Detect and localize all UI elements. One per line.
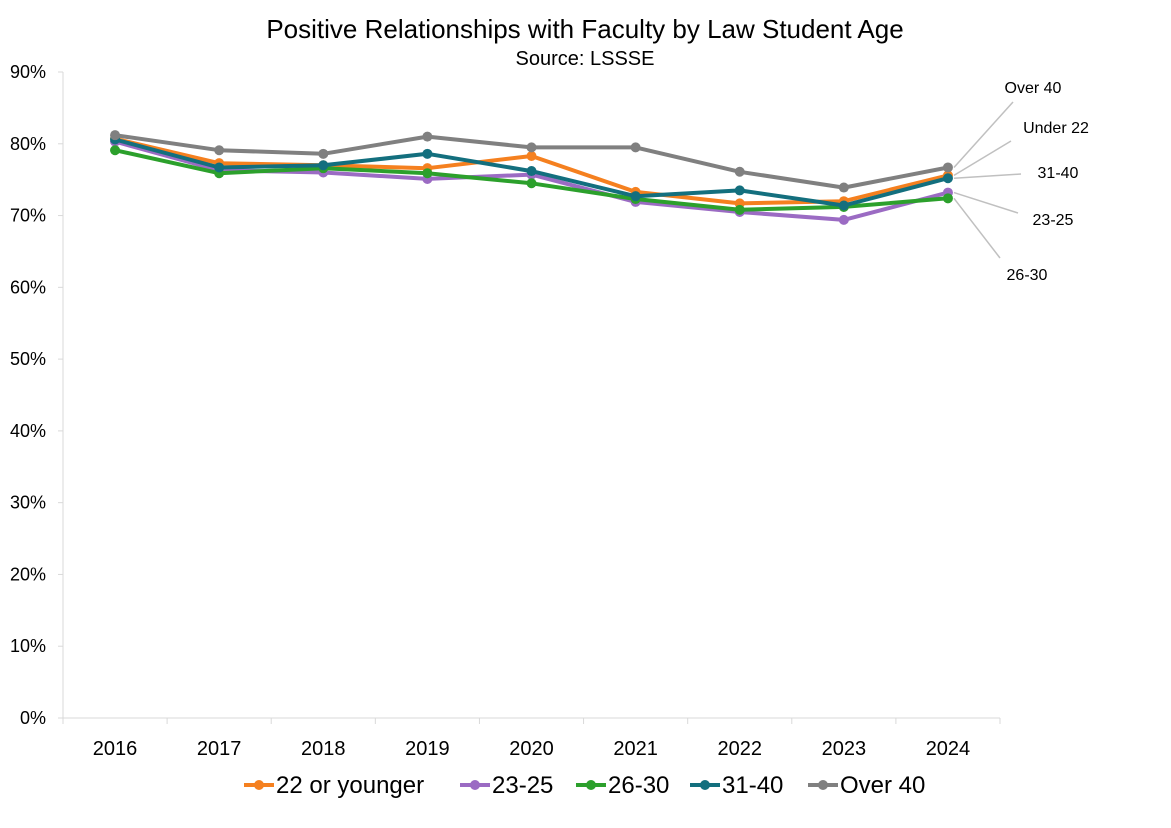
series-over-40 <box>110 130 953 193</box>
y-tick-label: 90% <box>10 62 46 82</box>
legend-label: 22 or younger <box>276 772 424 799</box>
callout-label: Under 22 <box>1023 120 1089 137</box>
data-point <box>318 148 329 159</box>
axes: 0% 10% 20% 30% 40% 50% 60% 70% 80% 90% 2016 2017 201… <box>10 62 1001 760</box>
data-point <box>110 145 121 156</box>
data-point <box>422 148 433 159</box>
y-tick-label: 60% <box>10 277 46 297</box>
data-point <box>838 182 849 193</box>
callout-line <box>953 197 1001 259</box>
legend: 22 or younger 23-25 26-30 31-40 Over 40 <box>244 772 925 799</box>
data-point <box>526 178 537 189</box>
legend-swatch-marker <box>470 780 480 790</box>
data-point <box>422 131 433 142</box>
legend-item: 31-40 <box>690 772 783 799</box>
callout-label: 23-25 <box>1033 212 1074 229</box>
legend-swatch-marker <box>586 780 596 790</box>
legend-label: 26-30 <box>608 772 669 799</box>
data-point <box>734 204 745 215</box>
y-tick-label: 30% <box>10 493 46 513</box>
x-tick-label: 2021 <box>613 738 658 760</box>
legend-label: 23-25 <box>492 772 553 799</box>
callout-line <box>953 140 1012 177</box>
y-tick-label: 40% <box>10 421 46 441</box>
data-point <box>734 185 745 196</box>
data-point <box>630 191 641 202</box>
data-point <box>838 214 849 225</box>
data-point <box>942 173 953 184</box>
data-point <box>110 130 121 141</box>
x-tick-label: 2019 <box>405 738 450 760</box>
data-point <box>630 142 641 153</box>
series-26-30 <box>110 145 953 215</box>
data-point <box>422 168 433 179</box>
x-tick-label: 2018 <box>301 738 346 760</box>
series-layer <box>110 130 953 225</box>
callout-label: 26-30 <box>1007 267 1048 284</box>
x-tick-label: 2017 <box>197 738 242 760</box>
data-point <box>526 142 537 153</box>
y-tick-label: 10% <box>10 636 46 656</box>
data-point <box>526 166 537 177</box>
data-point <box>838 200 849 211</box>
legend-item: 26-30 <box>576 772 669 799</box>
chart-title: Positive Relationships with Faculty by L… <box>266 14 903 44</box>
data-point <box>526 150 537 161</box>
y-tick-label: 70% <box>10 206 46 226</box>
legend-swatch-marker <box>700 780 710 790</box>
x-tick-label: 2024 <box>926 738 971 760</box>
legend-swatch-marker <box>254 780 264 790</box>
y-tick-label: 20% <box>10 564 46 584</box>
callout-line <box>953 191 1019 214</box>
data-point <box>734 166 745 177</box>
legend-swatch-marker <box>818 780 828 790</box>
legend-item: 23-25 <box>460 772 553 799</box>
x-tick-label: 2020 <box>509 738 554 760</box>
y-tick-label: 80% <box>10 134 46 154</box>
x-tick-label: 2022 <box>717 738 762 760</box>
series-callouts: Over 40 Under 22 31-40 23-25 26-30 <box>953 80 1089 284</box>
legend-item: Over 40 <box>808 772 925 799</box>
x-tick-label: 2016 <box>93 738 138 760</box>
data-point <box>214 162 225 173</box>
callout-label: 31-40 <box>1038 165 1079 182</box>
callout-label: Over 40 <box>1005 80 1062 97</box>
chart-subtitle: Source: LSSSE <box>516 48 655 70</box>
y-tick-label: 0% <box>20 708 46 728</box>
data-point <box>214 145 225 156</box>
legend-label: Over 40 <box>840 772 925 799</box>
data-point <box>318 160 329 171</box>
legend-item: 22 or younger <box>244 772 424 799</box>
data-point <box>942 193 953 204</box>
legend-label: 31-40 <box>722 772 783 799</box>
y-tick-label: 50% <box>10 349 46 369</box>
data-point <box>942 162 953 173</box>
callout-line <box>953 101 1014 168</box>
callout-line <box>953 173 1022 179</box>
x-tick-label: 2023 <box>822 738 867 760</box>
